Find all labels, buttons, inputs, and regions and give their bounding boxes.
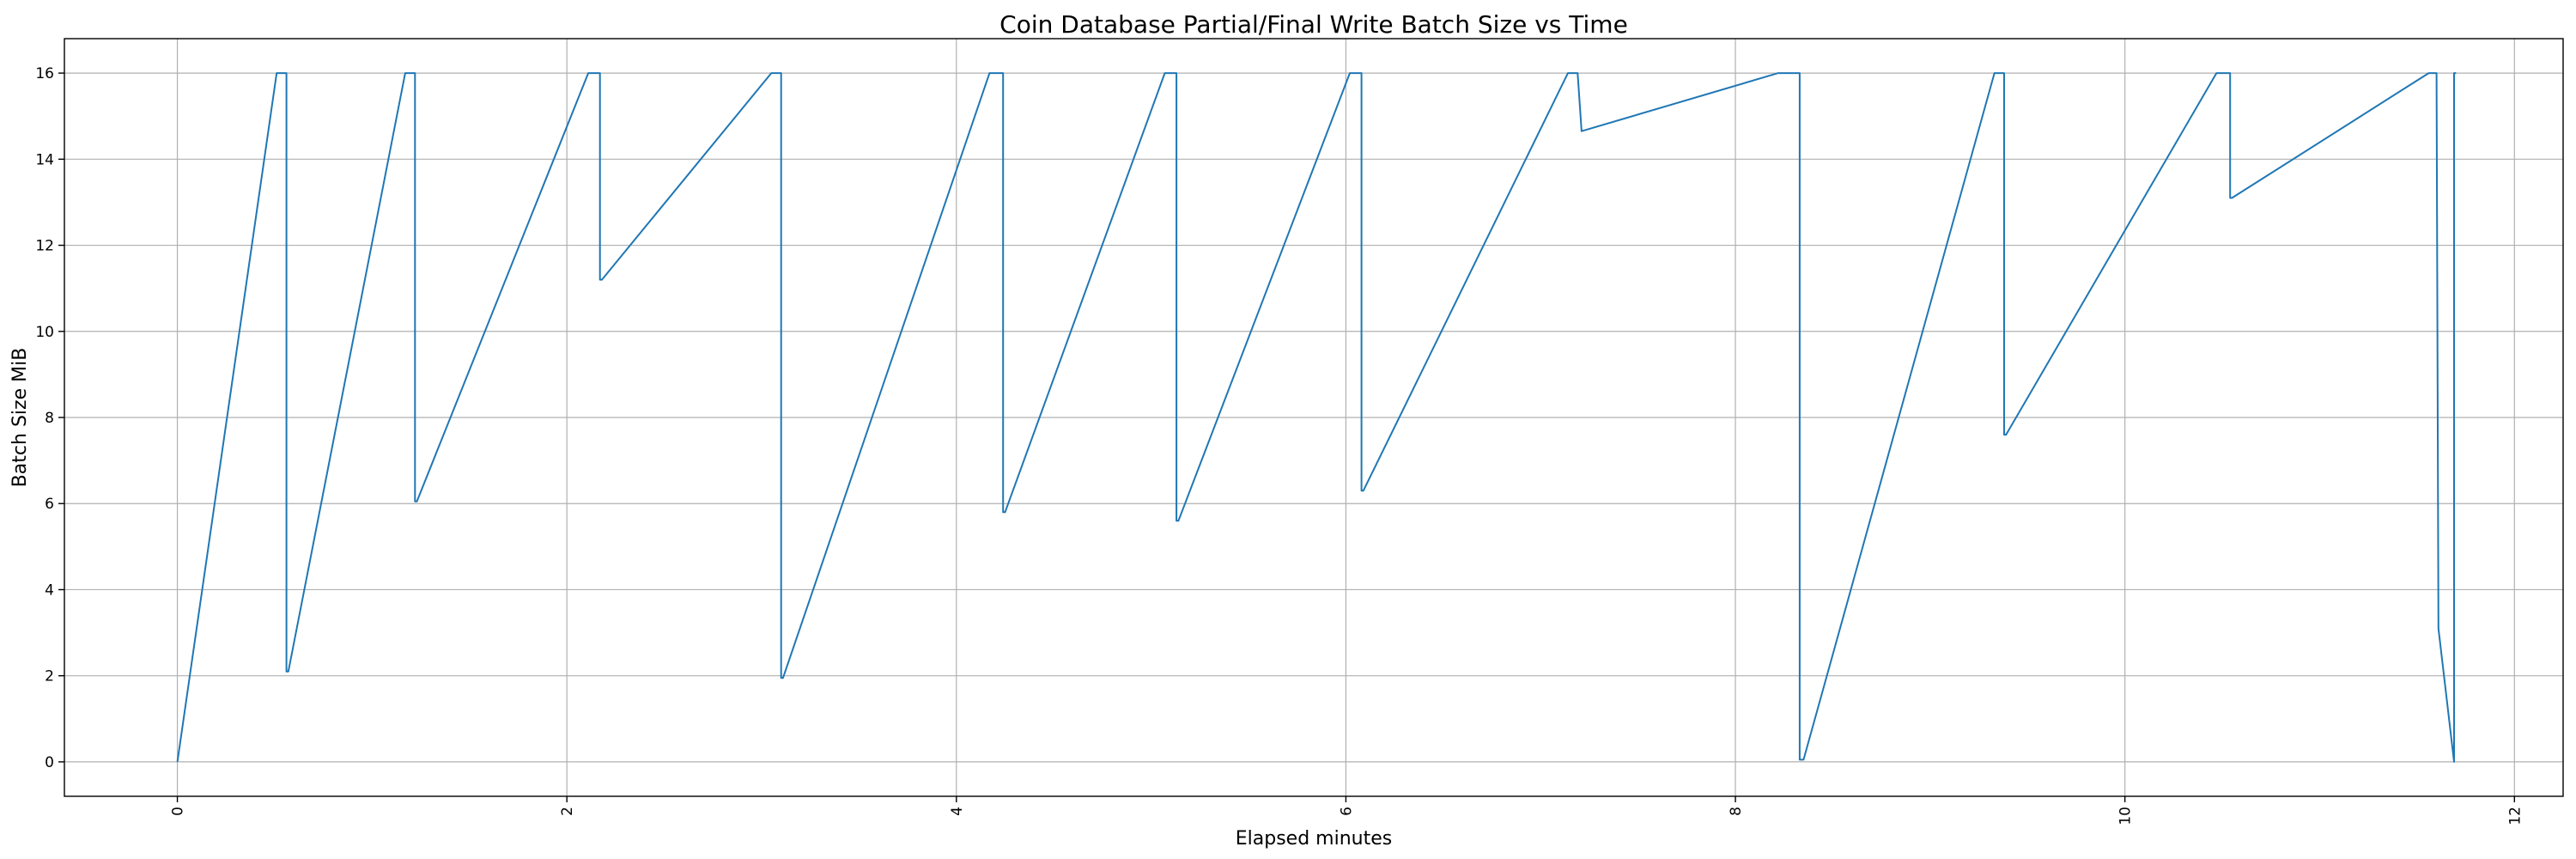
- x-tick-label: 4: [949, 807, 966, 816]
- x-axis-label: Elapsed minutes: [1236, 828, 1392, 850]
- x-tick-label: 2: [559, 807, 576, 816]
- grid-lines: [64, 39, 2563, 796]
- series-line: [176, 72, 2457, 763]
- y-tick-label: 0: [45, 754, 54, 771]
- y-tick-label: 2: [45, 668, 54, 685]
- axis-ticks: 0 2 4 6 8 10 12 0 2 4 6 8 10 12 14 16: [35, 65, 2524, 825]
- y-tick-label: 8: [45, 410, 54, 427]
- y-tick-label: 4: [45, 582, 54, 599]
- x-tick-label: 0: [170, 807, 187, 816]
- y-tick-label: 12: [35, 238, 54, 255]
- y-tick-label: 10: [35, 324, 54, 341]
- x-tick-label: 12: [2506, 807, 2524, 825]
- y-tick-label: 16: [35, 65, 54, 82]
- x-tick-label: 6: [1338, 807, 1355, 816]
- x-tick-label: 8: [1728, 807, 1745, 816]
- y-tick-label: 6: [45, 496, 54, 513]
- series-layer: [176, 72, 2457, 763]
- x-tick-label: 10: [2117, 807, 2135, 825]
- chart-title: Coin Database Partial/Final Write Batch …: [999, 10, 1628, 39]
- y-axis-label: Batch Size MiB: [9, 348, 31, 488]
- y-tick-label: 14: [35, 151, 54, 168]
